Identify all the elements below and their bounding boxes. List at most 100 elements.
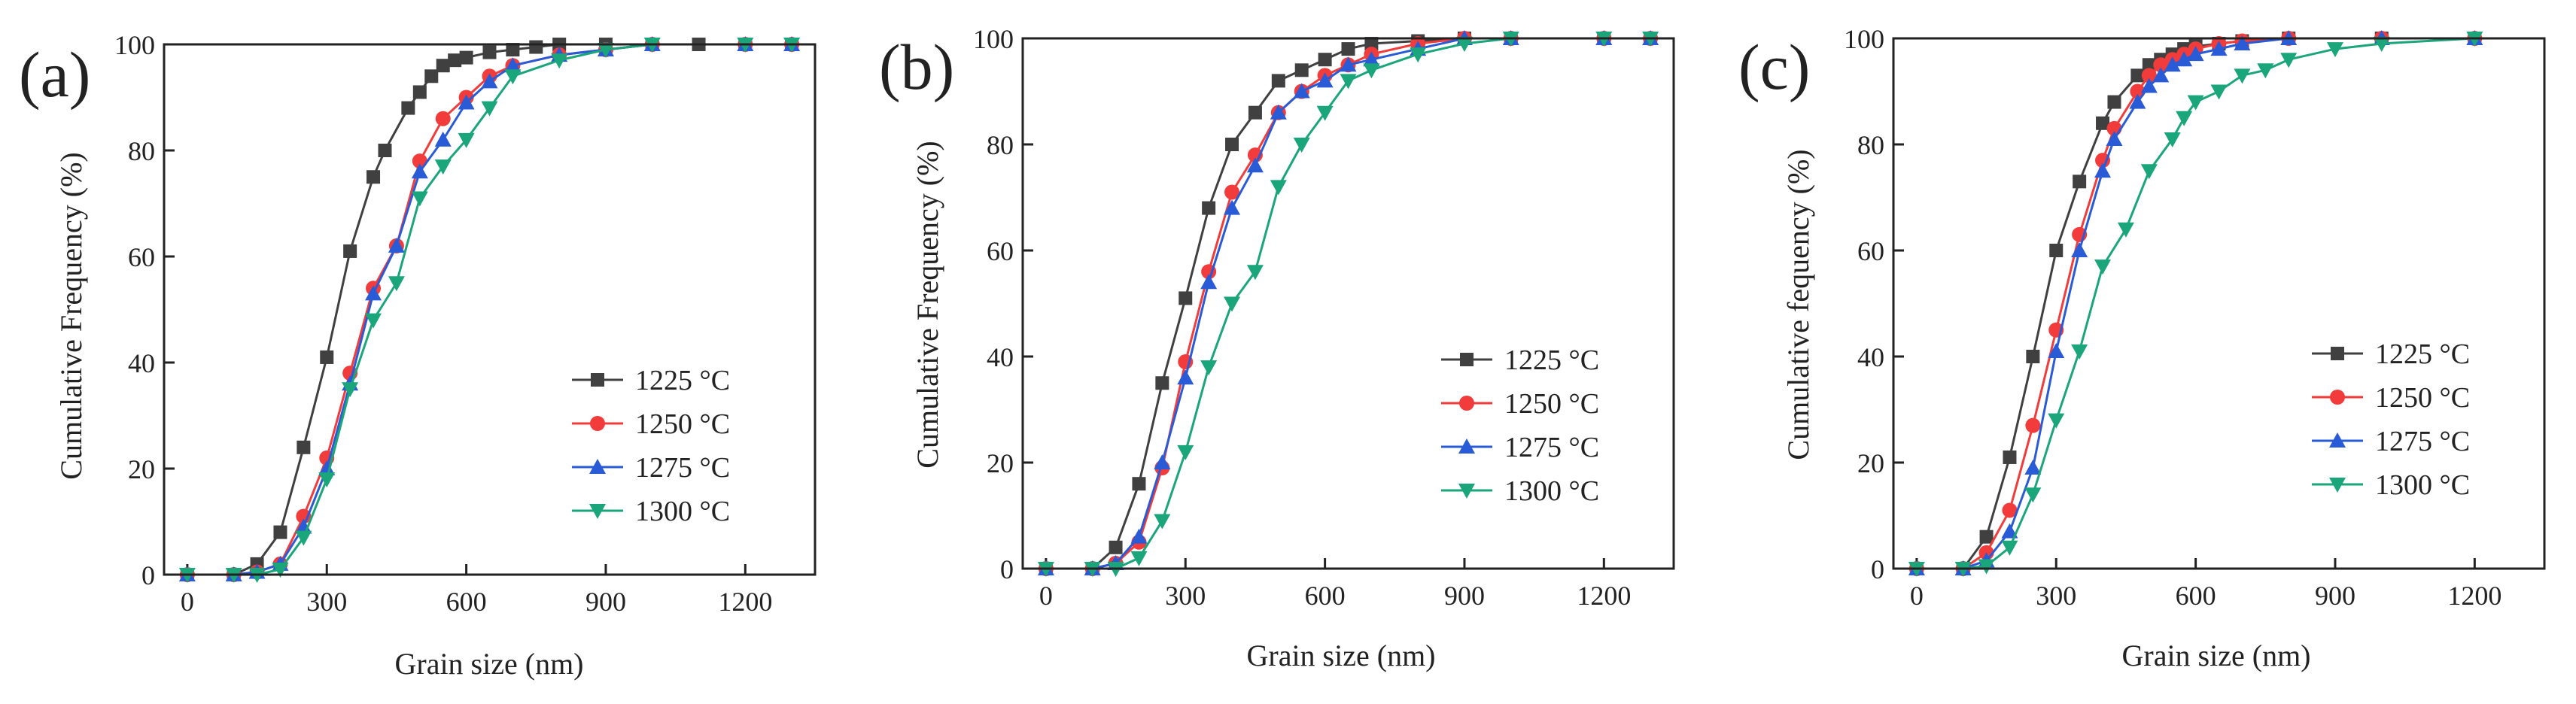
data-point-4 <box>2280 53 2298 68</box>
data-point-3 <box>365 285 382 301</box>
legend-label: 1250 °C <box>635 408 730 440</box>
data-point-3 <box>1130 528 1148 544</box>
y-tick-label: 40 <box>987 342 1014 372</box>
data-point-1 <box>2096 116 2110 130</box>
data-point-4 <box>1154 514 1171 530</box>
data-point-1 <box>1109 540 1123 554</box>
panel-a-legend: 1225 °C 1250 °C 1275 °C 1300 °C <box>572 365 730 527</box>
data-point-3 <box>2094 162 2112 178</box>
data-point-3 <box>1316 72 1334 88</box>
data-point-3 <box>1270 104 1287 120</box>
data-point-2 <box>2153 57 2169 73</box>
y-tick-label: 60 <box>1857 236 1884 266</box>
data-point-1 <box>2107 95 2121 109</box>
legend-marker <box>2329 432 2346 448</box>
data-point-4 <box>342 382 359 398</box>
data-point-3 <box>1154 454 1171 469</box>
data-point-1 <box>343 244 357 258</box>
data-point-3 <box>2176 51 2193 67</box>
data-point-3 <box>481 73 498 89</box>
legend-marker <box>2331 347 2344 360</box>
data-point-4 <box>597 43 614 59</box>
legend-label: 1275 °C <box>2375 426 2470 457</box>
panel-b-ticks: 0 300 600 900 1200 0 20 40 60 80 100 <box>973 24 1631 611</box>
data-point-1 <box>2026 350 2040 363</box>
legend-label: 1225 °C <box>635 365 730 396</box>
panel-b-y-axis-label: Cumulative Frequency (%) <box>911 141 944 468</box>
data-point-4 <box>1246 265 1264 281</box>
data-point-4 <box>1363 63 1380 79</box>
panel-b-x-axis-label: Grain size (nm) <box>1246 639 1435 672</box>
y-tick-label: 100 <box>973 24 1014 54</box>
data-point-1 <box>459 50 473 65</box>
legend-label: 1275 °C <box>1504 432 1599 463</box>
data-point-4 <box>2048 413 2065 429</box>
data-point-1 <box>378 144 392 157</box>
data-point-3 <box>1177 369 1194 385</box>
series-line-4 <box>1916 37 2475 570</box>
data-point-4 <box>2234 68 2251 84</box>
y-tick-label: 100 <box>1844 24 1884 54</box>
data-point-3 <box>2187 46 2204 62</box>
data-point-1 <box>1225 138 1239 151</box>
legend-marker <box>590 416 605 431</box>
y-tick-label: 20 <box>987 448 1014 478</box>
x-tick-label: 600 <box>2176 581 2216 611</box>
data-point-1 <box>506 43 520 57</box>
panel-c-x-axis-label: Grain size (nm) <box>2121 639 2310 672</box>
x-tick-label: 300 <box>2036 581 2076 611</box>
data-point-4 <box>1978 559 1995 575</box>
data-point-3 <box>2071 242 2088 257</box>
panel-c: (c) Cumulative fequency (%) Grain size (… <box>1738 24 2546 672</box>
y-tick-label: 40 <box>128 348 155 378</box>
data-point-1 <box>436 59 450 73</box>
data-point-3 <box>2234 35 2251 51</box>
panel-b-legend: 1225 °C 1250 °C 1275 °C 1300 °C <box>1441 344 1599 507</box>
data-point-3 <box>1293 83 1310 99</box>
data-point-3 <box>1340 56 1357 72</box>
panel-a-y-axis-label: Cumulative Frequency (%) <box>54 152 88 479</box>
legend-label: 1250 °C <box>1504 388 1599 420</box>
y-tick-label: 100 <box>114 30 155 60</box>
panel-a-plot <box>178 36 801 583</box>
legend-label: 1225 °C <box>1504 344 1599 376</box>
data-point-4 <box>1293 138 1310 153</box>
data-point-4 <box>2257 63 2274 79</box>
data-point-4 <box>2326 42 2343 58</box>
data-point-3 <box>2210 41 2228 56</box>
data-point-3 <box>2048 342 2065 358</box>
data-point-1 <box>1341 42 1355 56</box>
data-point-4 <box>434 159 452 175</box>
x-tick-label: 1200 <box>2447 581 2501 611</box>
data-point-3 <box>411 163 428 179</box>
y-tick-label: 20 <box>128 454 155 484</box>
y-tick-label: 80 <box>128 136 155 166</box>
legend-marker <box>1458 484 1475 499</box>
data-point-4 <box>1224 296 1241 312</box>
data-point-1 <box>1202 201 1216 215</box>
data-point-1 <box>448 53 462 68</box>
data-point-4 <box>411 191 428 207</box>
panel-c-ticks: 0 300 600 900 1200 0 20 40 60 80 100 <box>1844 24 2501 611</box>
panel-a-x-axis-label: Grain size (nm) <box>394 647 583 681</box>
legend-marker <box>1458 438 1475 454</box>
data-point-4 <box>1130 551 1148 566</box>
data-point-3 <box>458 94 475 110</box>
data-point-1 <box>2073 174 2087 189</box>
data-point-3 <box>1246 157 1264 173</box>
panel-c-label: (c) <box>1738 31 1810 103</box>
y-tick-label: 80 <box>987 130 1014 160</box>
data-point-3 <box>2140 77 2158 93</box>
data-point-4 <box>2117 222 2134 238</box>
data-point-1 <box>1294 63 1309 77</box>
x-tick-label: 1200 <box>1577 581 1631 611</box>
legend-marker <box>589 504 606 519</box>
panel-b-frame <box>1021 37 1675 570</box>
legend-label: 1275 °C <box>635 452 730 484</box>
data-point-4 <box>481 101 498 117</box>
data-point-2 <box>2141 68 2157 83</box>
data-point-1 <box>273 525 287 539</box>
data-point-3 <box>2129 93 2146 109</box>
x-tick-label: 900 <box>585 587 626 617</box>
data-point-4 <box>388 276 405 292</box>
